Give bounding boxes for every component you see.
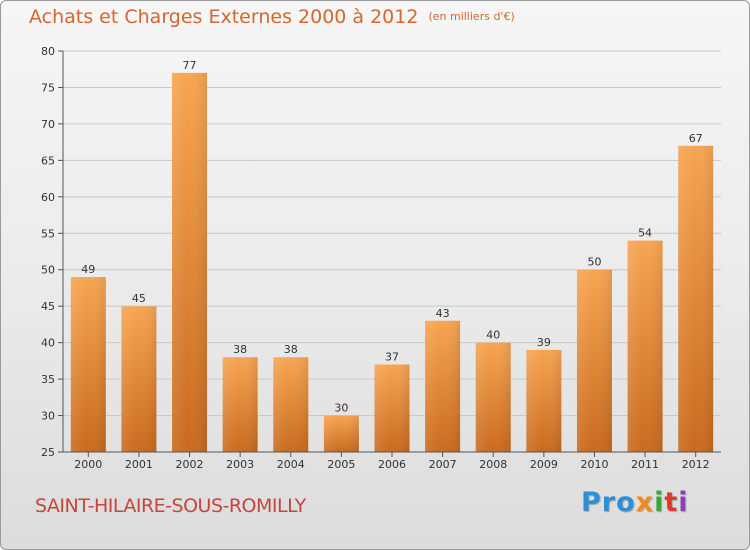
x-tick-label: 2009 (530, 458, 558, 471)
data-label: 45 (132, 292, 146, 305)
data-label: 54 (638, 227, 652, 240)
y-tick-label: 25 (41, 446, 55, 459)
logo-part: t (664, 487, 679, 518)
y-tick-label: 75 (41, 81, 55, 94)
data-label: 39 (537, 336, 551, 349)
bar-shade-2003 (222, 357, 258, 452)
y-tick-label: 40 (41, 337, 55, 350)
bar-shade-2005 (323, 415, 359, 452)
bar-shade-2000 (70, 277, 106, 452)
logo-part: i (678, 487, 689, 518)
logo-part: Pro (581, 487, 636, 518)
y-tick-label: 80 (41, 45, 55, 58)
x-tick-label: 2001 (125, 458, 153, 471)
logo-part: i (654, 487, 665, 518)
bars-layer: 49 45 77 38 38 30 37 43 40 39 50 54 67 (70, 59, 714, 453)
y-tick-label: 45 (41, 300, 55, 313)
data-label: 37 (385, 351, 399, 364)
chart-title-text: Achats et Charges Externes 2000 à 2012 (29, 6, 419, 28)
bar-shade-2007 (425, 320, 461, 452)
data-label: 38 (284, 343, 298, 356)
data-label: 43 (436, 307, 450, 320)
data-label: 40 (486, 329, 500, 342)
bar-shade-2006 (374, 364, 410, 452)
x-tick-label: 2006 (378, 458, 406, 471)
x-tick-label: 2008 (479, 458, 507, 471)
y-tick-label: 65 (41, 154, 55, 167)
y-tick-label: 60 (41, 191, 55, 204)
x-tick-label: 2004 (277, 458, 305, 471)
x-tick-label: 2003 (226, 458, 254, 471)
city-name: SAINT-HILAIRE-SOUS-ROMILLY (35, 495, 306, 517)
data-label: 30 (334, 402, 348, 415)
x-tick-label: 2002 (176, 458, 204, 471)
data-label: 49 (81, 263, 95, 276)
data-label: 50 (587, 256, 601, 269)
y-tick-label: 70 (41, 118, 55, 131)
x-tick-label: 2010 (580, 458, 608, 471)
proxiti-logo: Proxiti (581, 487, 689, 518)
bar-shade-2012 (678, 145, 714, 453)
chart-unit: (en milliers d'€) (428, 10, 515, 23)
x-tick-label: 2000 (74, 458, 102, 471)
bar-shade-2009 (526, 349, 562, 452)
data-label: 38 (233, 343, 247, 356)
bar-shade-2011 (627, 240, 663, 452)
x-tick-label: 2012 (682, 458, 710, 471)
y-tick-label: 50 (41, 264, 55, 277)
bar-shade-2008 (475, 342, 511, 452)
x-tick-label: 2007 (429, 458, 457, 471)
bar-shade-2004 (273, 357, 309, 452)
y-tick-label: 55 (41, 227, 55, 240)
bar-shade-2002 (172, 72, 208, 452)
bar-shade-2010 (576, 269, 612, 452)
x-tick-label: 2011 (631, 458, 659, 471)
axis-layer: 25 30 35 40 45 50 55 60 65 70 75 80 2000 2001 2002 2003… (41, 45, 721, 471)
data-label: 67 (689, 132, 703, 145)
data-label: 77 (183, 59, 197, 72)
logo-part: x (635, 487, 655, 518)
y-tick-label: 35 (41, 373, 55, 386)
bar-shade-2001 (121, 306, 157, 452)
chart-title: Achats et Charges Externes 2000 à 2012 (e… (29, 6, 515, 28)
y-tick-label: 30 (41, 410, 55, 423)
x-tick-label: 2005 (327, 458, 355, 471)
